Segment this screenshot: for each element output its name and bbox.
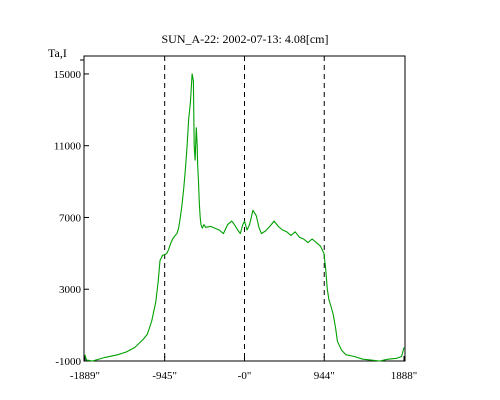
- y-tick-label: 11000: [54, 141, 82, 153]
- y-tick-label: 7000: [59, 212, 82, 224]
- x-tick-label: -0": [238, 370, 252, 382]
- x-tick-label: -1889": [70, 370, 100, 382]
- y-tick-label: -1000: [55, 356, 81, 368]
- x-tick-label: 1888": [391, 370, 418, 382]
- y-tick-label: 15000: [54, 69, 82, 81]
- y-tick-label: 3000: [59, 284, 82, 296]
- chart-title: SUN_A-22: 2002-07-13: 4.08[cm]: [162, 32, 329, 46]
- data-series-line: [84, 73, 405, 362]
- x-tick-label: 944": [314, 370, 335, 382]
- y-axis-label: Ta,I: [48, 46, 67, 60]
- x-tick-label: -945": [152, 370, 177, 382]
